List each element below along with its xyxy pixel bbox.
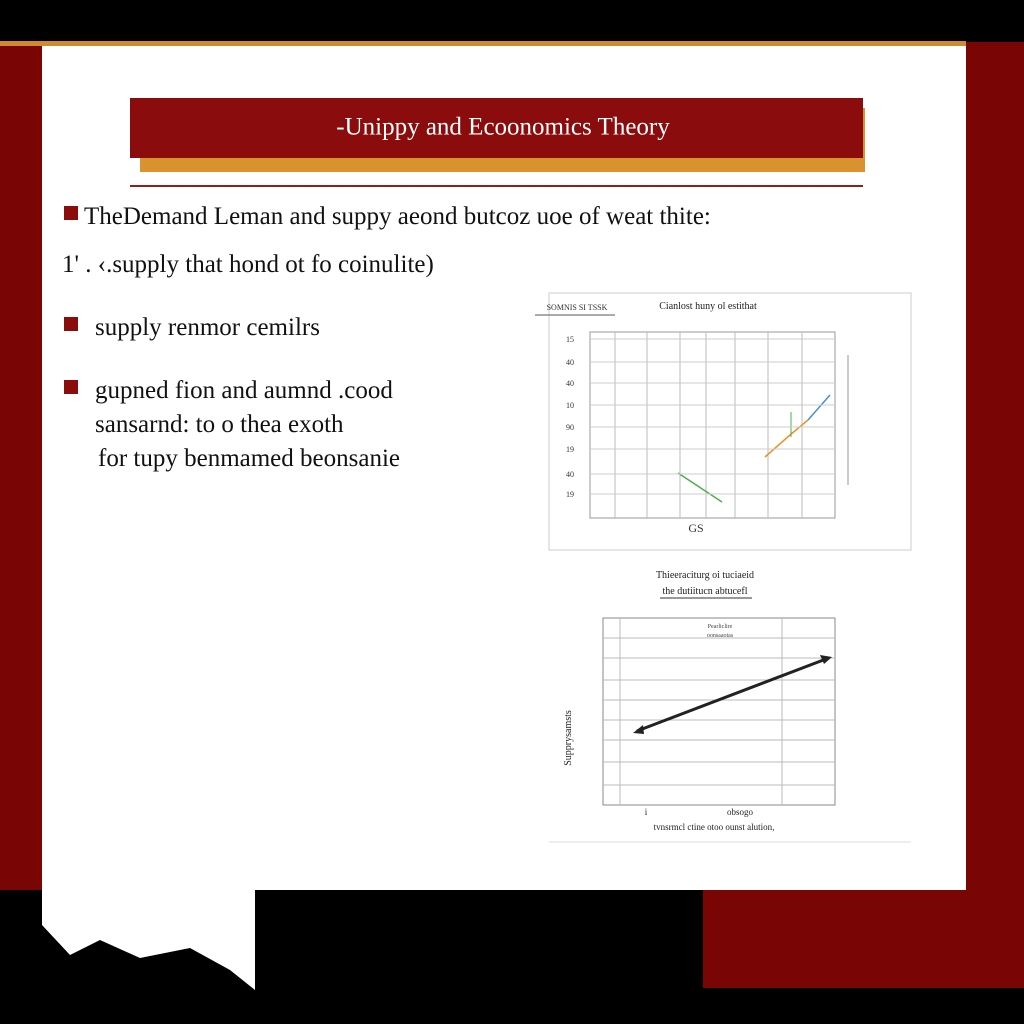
y-ticks: 15 40 40 10 90 19 40 19 [566,335,835,499]
figure-title: the dutiitucn abtucefl [663,586,748,597]
arrow-line [636,657,827,733]
torn-paper [42,890,255,990]
slide-title: -Unippy and Ecoonomics Theory [336,114,670,141]
figure-title: Cianlost huny ol estithat [659,301,757,312]
orange-line [764,419,809,458]
green-line [677,472,723,503]
bullet [64,317,78,331]
figure-title: Thieeraciturg oi tuciaeid [656,570,754,581]
y-tick-label: 40 [566,470,574,479]
text-line: TheDemand Leman and suppy aeond butcoz u… [84,203,711,230]
text-line: 1' . ‹.supply that hond ot fo coinulite) [62,251,434,278]
top-accent [0,41,966,46]
x-label: GS [688,521,703,535]
inset-text: Pearliclire [708,624,733,630]
text-line: supply renmor cemilrs [95,314,320,341]
title-bar [130,98,863,158]
y-label: Supprysamsts [563,710,574,766]
arrow-head [820,655,832,664]
y-tick-label: 10 [566,401,574,410]
y-tick-label: 40 [566,379,574,388]
corner-block [703,890,1024,988]
y-tick-label: 19 [566,490,574,499]
text-line: gupned fion and aumnd .cood [95,377,393,404]
text-line: for tupy benmamed beonsanie [98,445,400,472]
blue-line [807,394,831,421]
bullet [64,380,78,394]
arrow-head [633,725,644,734]
text-line: sansarnd: to o thea exoth [95,411,344,438]
x-tick-label: i [645,807,648,817]
bullet [64,206,78,220]
figure-header: SOMNIS SI TSSK [547,303,608,312]
y-tick-label: 15 [566,335,574,344]
figure-frame [548,292,912,551]
grid [589,331,836,519]
x-tick-label: obsogo [727,807,754,817]
caption: tvnsrmcl ctine otoo ounst alution, [654,822,775,832]
y-tick-label: 19 [566,445,574,454]
body-text: TheDemand Leman and suppy aeond butcoz u… [62,203,711,472]
inset-text: oonsaaotas [707,633,734,639]
y-tick-label: 40 [566,358,574,367]
y-tick-label: 90 [566,423,574,432]
